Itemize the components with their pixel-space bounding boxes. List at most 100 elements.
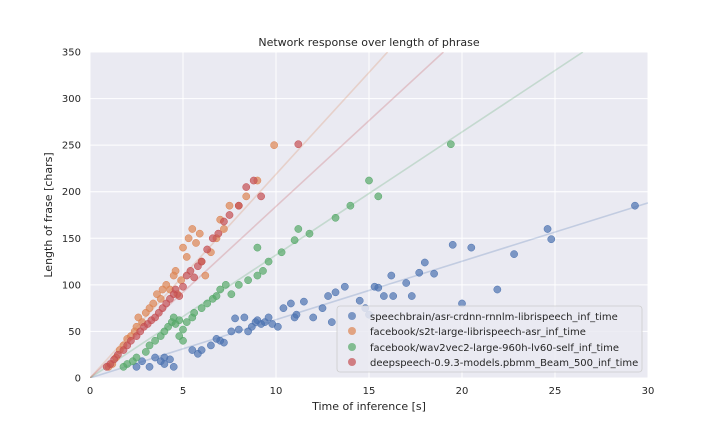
data-point xyxy=(127,336,135,345)
data-point xyxy=(249,176,258,185)
data-point xyxy=(240,313,249,322)
data-point xyxy=(493,285,502,294)
data-point xyxy=(203,299,212,308)
data-point xyxy=(132,362,141,371)
data-point xyxy=(270,141,278,149)
data-point xyxy=(231,314,239,323)
y-tick-label: 300 xyxy=(62,94,81,105)
data-point xyxy=(242,192,251,201)
data-point xyxy=(227,290,236,299)
data-point xyxy=(264,257,273,266)
x-tick-label: 5 xyxy=(180,386,186,397)
data-point xyxy=(402,279,411,287)
data-point xyxy=(151,336,159,345)
data-point xyxy=(264,313,273,322)
data-point xyxy=(543,225,552,233)
data-point xyxy=(179,243,187,252)
data-point xyxy=(156,357,165,366)
data-point xyxy=(253,243,262,252)
trend-line-series-0 xyxy=(90,202,648,378)
data-point xyxy=(190,273,199,282)
y-tick-label: 350 xyxy=(62,48,81,59)
data-point xyxy=(145,362,154,371)
y-tick-labels: 0 50 100 150 200 250 300 350 xyxy=(62,48,81,385)
data-point xyxy=(448,240,457,249)
data-point xyxy=(175,292,184,300)
data-point xyxy=(175,316,184,325)
data-point xyxy=(346,201,355,210)
data-point xyxy=(221,281,230,289)
legend-marker-speechbrain xyxy=(348,312,356,320)
data-point xyxy=(156,294,165,303)
data-point xyxy=(331,213,340,222)
data-point xyxy=(203,245,212,254)
data-point xyxy=(197,257,206,266)
series-2-points xyxy=(119,140,455,371)
data-point xyxy=(387,271,396,280)
data-point xyxy=(420,258,429,267)
data-point xyxy=(208,234,217,243)
x-tick-label: 0 xyxy=(87,386,93,397)
data-point xyxy=(214,229,223,238)
data-point xyxy=(114,350,122,359)
data-point xyxy=(355,296,364,305)
data-point xyxy=(184,234,193,243)
data-point xyxy=(277,248,286,257)
data-point xyxy=(132,353,141,362)
legend-label-deepspeech: deepspeech-0.9.3-models.pbmm_Beam_500_in… xyxy=(370,358,638,369)
y-tick-label: 100 xyxy=(62,280,81,291)
data-point xyxy=(374,192,383,201)
data-point xyxy=(212,292,221,300)
y-tick-label: 0 xyxy=(75,374,81,385)
x-tick-label: 10 xyxy=(270,386,283,397)
x-tick-labels: 0 5 10 15 20 25 30 xyxy=(87,386,655,397)
data-point xyxy=(374,283,383,292)
legend-marker-deepspeech xyxy=(348,358,356,366)
data-point xyxy=(446,140,455,149)
data-point xyxy=(253,271,262,280)
data-point xyxy=(201,271,210,280)
data-point xyxy=(197,346,206,354)
data-point xyxy=(190,308,199,317)
x-tick-label: 30 xyxy=(642,386,655,397)
data-point xyxy=(138,357,146,366)
data-point xyxy=(234,325,243,334)
data-point xyxy=(331,288,340,297)
x-tick-label: 25 xyxy=(549,386,562,397)
data-point xyxy=(171,285,180,294)
data-point xyxy=(182,318,191,326)
data-point xyxy=(292,310,301,319)
x-tick-label: 15 xyxy=(363,386,376,397)
y-tick-label: 50 xyxy=(68,327,81,338)
data-point xyxy=(294,140,303,149)
data-point xyxy=(300,297,308,306)
data-point xyxy=(365,176,373,185)
y-tick-label: 200 xyxy=(62,187,81,198)
data-point xyxy=(175,332,184,340)
x-tick-label: 20 xyxy=(456,386,469,397)
data-point xyxy=(259,267,267,275)
data-point xyxy=(225,211,234,219)
data-point xyxy=(380,292,388,300)
data-point xyxy=(192,239,200,247)
data-point xyxy=(220,338,228,347)
data-point xyxy=(216,285,225,294)
data-point xyxy=(318,304,327,312)
y-tick-label: 150 xyxy=(62,234,81,245)
y-axis-label: Length of frase [chars] xyxy=(42,152,55,277)
chart-title: Network response over length of phrase xyxy=(258,36,480,49)
data-point xyxy=(186,267,195,275)
data-point xyxy=(197,304,206,312)
legend-label-speechbrain: speechbrain/asr-crdnn-rnnlm-librispeech_… xyxy=(370,312,618,323)
data-point xyxy=(179,325,187,334)
data-point xyxy=(182,253,191,261)
data-point xyxy=(631,201,639,210)
data-point xyxy=(188,346,197,354)
data-point xyxy=(244,276,252,285)
data-point xyxy=(234,201,243,210)
data-point xyxy=(305,229,314,238)
data-point xyxy=(407,292,416,300)
data-point xyxy=(324,292,332,300)
data-point xyxy=(389,292,398,300)
